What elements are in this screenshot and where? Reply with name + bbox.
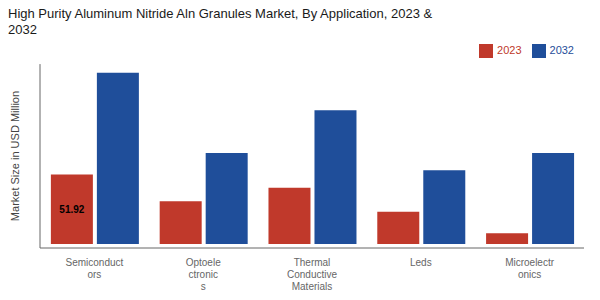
html-text:2032: 2032: [549, 44, 574, 56]
svg-text:Semiconductors: Semiconductors: [65, 257, 123, 280]
html-text:2023: 2023: [497, 44, 522, 56]
svg-text:51.92: 51.92: [59, 204, 84, 215]
html-text:High Purity Aluminum Nitride A: High Purity Aluminum Nitride Aln Granule…: [8, 6, 433, 21]
svg-text:Optoelectronics: Optoelectronics: [186, 257, 221, 292]
svg-text:ThermalConductiveMaterials: ThermalConductiveMaterials: [287, 257, 337, 292]
html-text:2032: 2032: [8, 22, 37, 37]
svg-text:Market Size in USD Million: Market Size in USD Million: [9, 91, 21, 221]
svg-text:Leds: Leds: [410, 257, 432, 268]
svg-text:Microelectronics: Microelectronics: [505, 257, 555, 280]
